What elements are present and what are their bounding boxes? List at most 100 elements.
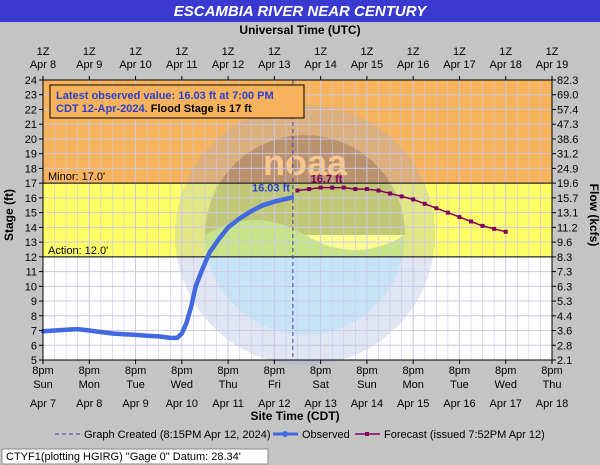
observed-point (52, 328, 57, 333)
observed-point (157, 334, 161, 339)
bottom-tick-date: Apr 18 (536, 398, 568, 410)
right-axis-title: Flow (kcfs) (587, 184, 600, 247)
legend-observed-label: Observed (302, 429, 350, 441)
right-tick-label: 5.3 (557, 296, 572, 308)
latest-value-line1: Latest observed value: 16.03 ft at 7:00 … (56, 90, 274, 102)
forecast-point (480, 223, 485, 228)
bottom-tick-day: Wed (495, 379, 517, 391)
right-tick-label: 11.2 (557, 222, 578, 234)
forecast-point (330, 185, 335, 190)
left-tick-label: 17 (25, 178, 37, 190)
top-tick-time: 1Z (37, 46, 50, 58)
forecast-point (422, 201, 427, 206)
bottom-tick-day: Tue (126, 379, 145, 391)
forecast-point (341, 185, 346, 190)
forecast-point (353, 187, 358, 192)
latest-value-box: Latest observed value: 16.03 ft at 7:00 … (49, 84, 305, 119)
bottom-axis-ticks: 8pm Sun Apr 7 8pm Mon Apr 8 8pm Tue Apr 9 8pm Wed A… (30, 360, 568, 410)
bottom-tick-date: Apr 13 (304, 398, 336, 410)
left-tick-label: 5 (31, 355, 37, 367)
right-tick-label: 38.6 (557, 134, 578, 146)
left-tick-label: 12 (25, 252, 37, 264)
top-tick-time: 1Z (175, 46, 188, 58)
observed-point (76, 327, 80, 331)
bottom-tick-date: Apr 10 (166, 398, 198, 410)
observed-point (249, 209, 253, 213)
legend-created-label: Graph Created (8:15PM Apr 12, 2024) (84, 429, 271, 441)
legend-forecast-marker (365, 432, 369, 436)
latest-value-line2: CDT 12-Apr-2024. Flood Stage is 17 ft (56, 103, 252, 115)
observed-point (184, 321, 189, 325)
bottom-tick-day: Thu (543, 379, 562, 391)
top-tick-time: 1Z (453, 46, 466, 58)
bottom-tick-day: Mon (402, 379, 423, 391)
right-tick-label: 7.3 (557, 267, 572, 279)
left-axis-ticks: 5 6 7 8 9 10 11 12 13 14 15 16 17 18 19 20 21 22 23 24 (25, 75, 43, 367)
forecast-point (307, 187, 312, 192)
left-tick-label: 19 (25, 149, 37, 161)
forecast-point (364, 187, 369, 192)
footer-datum: CTYF1(plotting HGIRG) "Gage 0" Datum: 28… (6, 451, 241, 463)
bottom-tick-time: 8pm (310, 365, 331, 377)
observed-point (282, 197, 286, 201)
watermark-noaa-text: noaa (263, 142, 348, 183)
threshold-label: Minor: 17.0' (48, 171, 105, 183)
bottom-tick-date: Apr 16 (443, 398, 475, 410)
forecast-point (295, 188, 300, 193)
top-axis-title: Universal Time (UTC) (239, 23, 360, 37)
right-tick-label: 2.1 (557, 355, 572, 367)
observed-point (133, 333, 138, 337)
bottom-tick-time: 8pm (356, 365, 377, 377)
left-tick-label: 8 (31, 311, 37, 323)
forecast-point (388, 191, 393, 196)
bottom-tick-time: 8pm (541, 365, 562, 377)
latest-value-date: CDT 12-Apr-2024. (56, 103, 148, 115)
bottom-tick-date: Apr 17 (490, 398, 522, 410)
top-tick-date: Apr 14 (304, 59, 336, 71)
right-tick-label: 69.0 (557, 90, 578, 102)
bottom-tick-day: Tue (450, 379, 469, 391)
right-tick-label: 6.3 (557, 281, 572, 293)
forecast-point (411, 197, 416, 202)
bottom-tick-day: Sat (312, 379, 329, 391)
observed-point (180, 331, 184, 336)
chart-title: ESCAMBIA RIVER NEAR CENTURY (174, 3, 429, 20)
bottom-tick-time: 8pm (495, 365, 516, 377)
observed-point (145, 334, 149, 338)
legend-forecast-label: Forecast (issued 7:52PM Apr 12) (384, 429, 545, 441)
observed-point (201, 267, 205, 271)
observed-point (217, 237, 221, 241)
top-tick-date: Apr 9 (76, 59, 102, 71)
top-tick-time: 1Z (314, 46, 327, 58)
bottom-tick-time: 8pm (217, 365, 238, 377)
top-tick-date: Apr 16 (397, 59, 429, 71)
right-tick-label: 4.4 (557, 311, 572, 323)
series (40, 185, 508, 341)
bottom-tick-date: Apr 9 (122, 398, 148, 410)
left-tick-label: 14 (25, 222, 37, 234)
forecast-point (492, 226, 497, 231)
top-tick-date: Apr 15 (351, 59, 383, 71)
bottom-tick-time: 8pm (264, 365, 285, 377)
forecast-point (399, 194, 404, 199)
right-tick-label: 47.3 (557, 119, 578, 131)
right-axis-ticks: 2.1 2.8 3.6 4.4 5.3 6.3 7.3 8.3 9.6 11.2 13.1 15.7 1… (552, 75, 578, 367)
bottom-tick-day: Fri (268, 379, 281, 391)
bottom-tick-time: 8pm (402, 365, 423, 377)
top-tick-time: 1Z (407, 46, 420, 58)
bottom-tick-day: Thu (219, 379, 238, 391)
observed-point (226, 225, 230, 229)
bottom-tick-time: 8pm (171, 365, 192, 377)
top-tick-date: Apr 8 (30, 59, 56, 71)
noaa-watermark: noaa (175, 105, 435, 365)
right-tick-label: 13.1 (557, 208, 578, 220)
observed-point (87, 328, 91, 333)
observed-point (290, 195, 294, 200)
left-tick-label: 15 (25, 208, 37, 220)
observed-point (175, 336, 179, 340)
forecast-point (376, 188, 381, 193)
flood-stage-note: Flood Stage is 17 ft (148, 103, 252, 115)
right-tick-label: 82.3 (557, 75, 578, 87)
right-tick-label: 31.2 (557, 149, 578, 161)
